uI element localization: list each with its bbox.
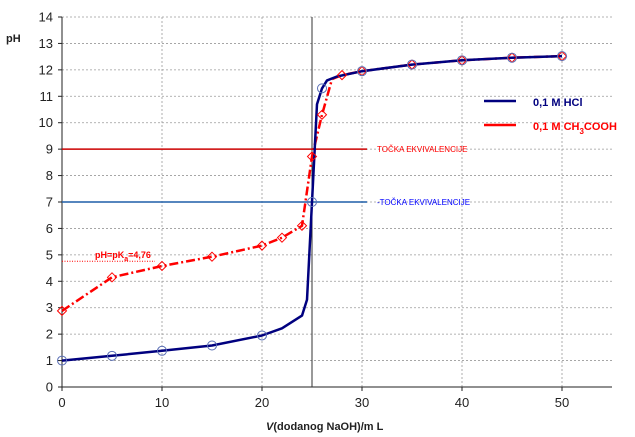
acetic-point: [206, 251, 218, 262]
legend-label-acetic: 0,1 M CH3COOH: [533, 121, 617, 136]
x-tick-label: 0: [58, 395, 65, 410]
x-tick-label: 10: [155, 395, 169, 410]
x-axis-label-rest: (dodanog NaOH)/m L: [273, 421, 383, 433]
y-tick-label: 6: [46, 221, 53, 236]
y-tick-label: 11: [40, 89, 54, 104]
y-tick-label: 8: [46, 168, 53, 183]
pka-label-subscript: a: [124, 256, 128, 263]
x-tick-label: 20: [255, 395, 269, 410]
y-tick-label: 14: [39, 10, 53, 25]
series-line-hcl: [61, 54, 563, 362]
acetic-point: [276, 232, 288, 243]
hcl-point: [107, 350, 117, 361]
y-tick-label: 1: [46, 353, 53, 368]
y-axis-label: pH: [6, 33, 21, 45]
equivalence-label-hcl-text: TOČKA EKVIVALENCIJE: [380, 198, 470, 207]
legend-label-hcl: 0,1 M HCl: [533, 97, 583, 109]
hcl-point: [57, 355, 67, 366]
hcl-point: [307, 197, 317, 207]
acetic-point: [56, 305, 68, 317]
acetic-point: [106, 272, 118, 283]
hcl-point: [457, 55, 467, 66]
acetic-point: [256, 240, 268, 251]
y-tick-label: 3: [46, 300, 53, 315]
x-axis-label-italic: V: [266, 421, 275, 433]
hcl-point: [257, 330, 267, 341]
x-axis-label: V(dodanog NaOH)/m L: [266, 421, 384, 433]
y-tick-label: 0: [46, 380, 53, 395]
y-tick-label: 13: [39, 36, 53, 51]
y-tick-label: 9: [46, 142, 53, 157]
acetic-point: [296, 220, 308, 231]
hcl-point: [557, 51, 567, 62]
y-tick-label: 7: [46, 195, 53, 210]
y-tick-label: 10: [39, 115, 53, 130]
acetic-point: [156, 260, 168, 272]
series-markers: [56, 50, 568, 366]
hcl-point: [157, 345, 167, 356]
acetic-point: [306, 151, 318, 162]
equivalence-label-hcl-prefix: -: [377, 198, 380, 207]
x-tick-label: 40: [455, 395, 469, 410]
reference-lines: [62, 17, 367, 387]
hcl-point: [357, 66, 367, 77]
legend-acetic-suffix: COOH: [584, 121, 617, 133]
y-tick-label: 2: [46, 327, 53, 342]
pka-label-prefix: pH=pK: [95, 250, 125, 260]
equivalence-label-hcl: -TOČKA EKVIVALENCIJE: [377, 198, 470, 207]
acetic-point: [316, 109, 328, 120]
hcl-point: [507, 52, 517, 63]
pka-label-suffix: =4,76: [128, 250, 151, 260]
x-tick-label: 30: [355, 395, 369, 410]
hcl-point: [317, 83, 327, 94]
axes: [58, 16, 612, 391]
series-lines: [61, 54, 563, 362]
y-tick-label: 4: [46, 274, 53, 289]
acetic-point: [336, 69, 348, 81]
y-tick-label: 12: [39, 62, 53, 77]
legend-acetic-prefix: 0,1 M CH: [533, 121, 580, 133]
hcl-point: [207, 340, 217, 351]
y-tick-label: 5: [46, 247, 53, 262]
hcl-point: [407, 59, 417, 70]
legend: 0,1 M HCl 0,1 M CH3COOH: [484, 97, 617, 136]
legend-acetic-subscript: 3: [579, 127, 584, 136]
equivalence-label-acetic: TOČKA EKVIVALENCIJE: [377, 145, 467, 154]
pka-label: pH=pKa=4,76: [95, 250, 151, 263]
x-tick-label: 50: [555, 395, 569, 410]
